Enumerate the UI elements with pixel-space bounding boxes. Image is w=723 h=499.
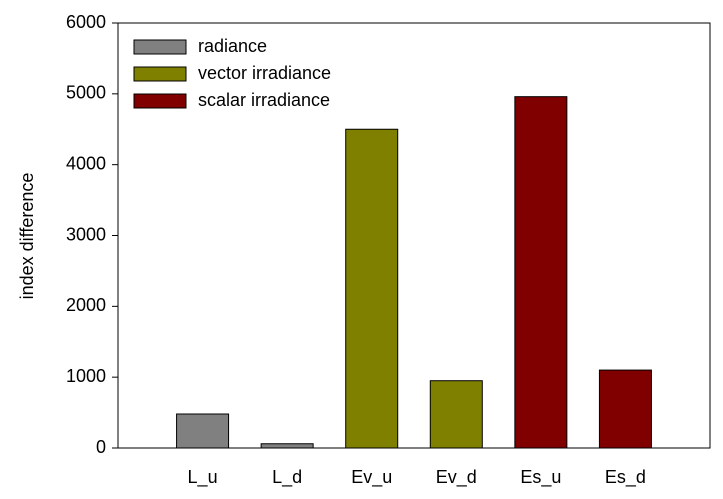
bar [598, 369, 652, 449]
bar [514, 96, 568, 449]
legend-swatch [133, 39, 187, 55]
bar [429, 380, 483, 449]
legend-swatch [133, 93, 187, 109]
y-axis-label: index difference [17, 173, 37, 300]
y-tick-label: 1000 [66, 366, 106, 386]
bar [345, 128, 399, 449]
bar [260, 443, 314, 449]
x-tick-label: Es_d [605, 467, 646, 488]
legend-label: vector irradiance [198, 63, 331, 83]
y-tick-label: 3000 [66, 224, 106, 244]
x-tick-label: Es_u [520, 467, 561, 488]
y-tick-label: 5000 [66, 83, 106, 103]
legend-label: scalar irradiance [198, 90, 330, 110]
y-tick-label: 4000 [66, 153, 106, 173]
y-tick-label: 0 [96, 437, 106, 457]
x-tick-label: Ev_u [351, 467, 392, 488]
y-tick-label: 2000 [66, 295, 106, 315]
legend-swatch [133, 66, 187, 82]
bar [176, 413, 230, 449]
y-tick-label: 6000 [66, 12, 106, 32]
x-tick-label: Ev_d [436, 467, 477, 488]
legend-label: radiance [198, 36, 267, 56]
x-tick-label: L_u [188, 467, 218, 488]
x-tick-label: L_d [272, 467, 302, 488]
